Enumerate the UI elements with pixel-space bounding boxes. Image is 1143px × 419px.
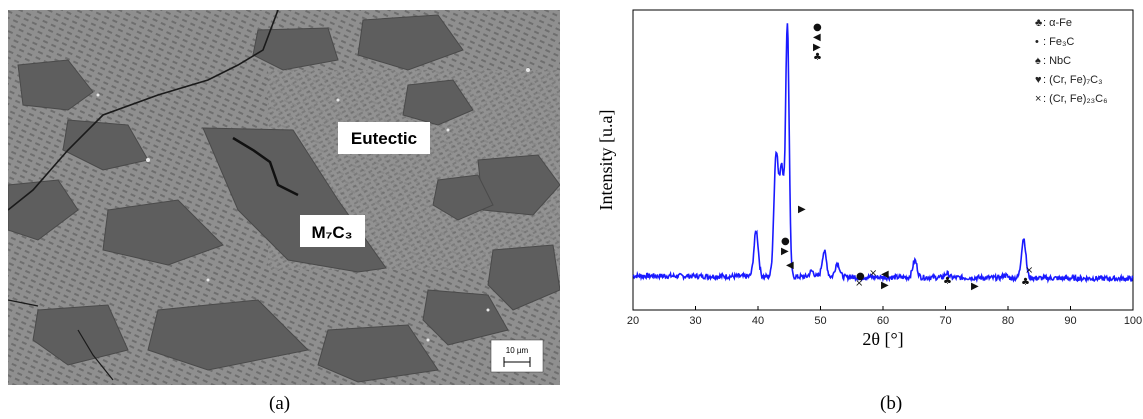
label-eutectic: Eutectic: [351, 129, 417, 148]
legend-entry: : (Cr, Fe)₇C₃: [1043, 74, 1103, 86]
legend-entry: : NbC: [1043, 55, 1071, 67]
marker-club-3: ♣: [1021, 277, 1030, 288]
phase-markers: ● ▶ ◀ ▶ ● ◀ ▶ ♣ ● × × ◀ ▶ ♣ ▶ ♣ ×: [781, 22, 1033, 292]
sem-micrograph: Eutectic M₇C₃ 10 µm: [8, 10, 560, 385]
marker-cross-1: ×: [855, 278, 863, 289]
marker-cross-2: ×: [869, 268, 877, 279]
legend-entry: : Fe₃C: [1043, 36, 1074, 48]
marker-heart-1: ▶: [781, 246, 789, 257]
x-tick-label: 70: [939, 315, 951, 327]
marker-dot-3: ●: [856, 271, 865, 282]
x-axis-ticks: 20 30 40 50 60 70 80 90 100: [627, 306, 1142, 327]
x-tick-label: 50: [814, 315, 826, 327]
marker-heart-2: ▶: [798, 204, 806, 215]
marker-heart-5: ▶: [971, 281, 979, 292]
x-tick-label: 100: [1124, 315, 1142, 327]
x-axis-title: 2θ [°]: [862, 329, 903, 349]
marker-heart-3: ▶: [813, 42, 821, 53]
marker-spade-3: ◀: [881, 269, 889, 280]
caption-a: (a): [269, 393, 291, 414]
legend: ♣: α-Fe • : Fe₃C♠: NbC♥: (Cr, Fe)₇C₃×: (Cr…: [1035, 17, 1108, 105]
marker-club-2: ♣: [943, 276, 952, 287]
y-axis-title: Intensity [u.a]: [596, 110, 616, 211]
marker-spade-2: ◀: [813, 32, 821, 43]
marker-cross-3: ×: [1025, 265, 1033, 276]
club-icon: ♣: [1035, 17, 1042, 29]
marker-dot-2: ●: [813, 22, 822, 33]
marker-heart-4: ▶: [881, 280, 889, 291]
cross-icon: ×: [1035, 93, 1041, 105]
xrd-chart: 20 30 40 50 60 70 80 90 100 ● ▶ ◀ ▶ ● ◀ ▶ ♣ ● × …: [596, 9, 1142, 349]
legend-entry: : α-Fe: [1043, 17, 1072, 29]
scale-bar-box: [490, 339, 544, 373]
caption-b: (b): [880, 393, 903, 414]
x-tick-label: 30: [689, 315, 701, 327]
x-tick-label: 80: [1002, 315, 1014, 327]
dot-icon: •: [1035, 36, 1039, 48]
x-tick-label: 40: [752, 315, 764, 327]
x-tick-label: 60: [877, 315, 889, 327]
label-m7c3: M₇C₃: [311, 223, 352, 242]
marker-dot-1: ●: [781, 236, 790, 247]
xrd-series-line: [632, 23, 1134, 284]
marker-spade-1: ◀: [786, 260, 794, 271]
marker-club-1: ♣: [813, 52, 822, 63]
x-tick-label: 90: [1064, 315, 1076, 327]
x-tick-label: 20: [627, 315, 639, 327]
scale-bar-label: 10 µm: [506, 346, 529, 355]
heart-icon: ♥: [1035, 74, 1042, 86]
legend-entry: : (Cr, Fe)₂₃C₆: [1043, 93, 1108, 105]
spade-icon: ♠: [1035, 55, 1041, 67]
